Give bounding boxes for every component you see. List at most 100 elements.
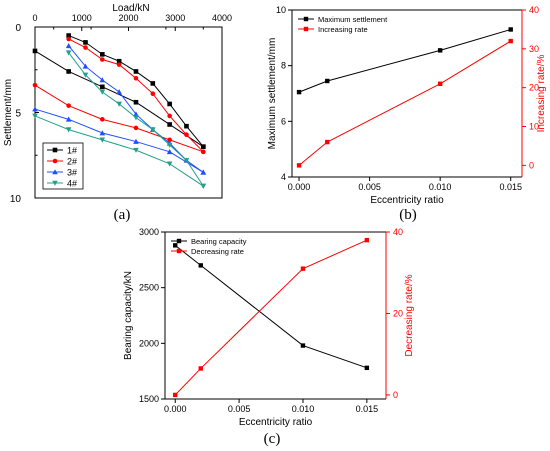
panel-a-x-tick-label: 1000 (72, 13, 92, 23)
panel-a-series-2-point (100, 117, 105, 122)
panel-a-series-5-point (100, 52, 105, 57)
panel-a-series-5-point (133, 69, 139, 74)
panel-a-x-tick-label: 0 (32, 13, 37, 23)
panel-a-series-6-line (68, 38, 204, 153)
panel-c-x-tick-label: 0.010 (292, 404, 315, 414)
panel-a-series-1-point (167, 122, 172, 127)
panel-b-maximum-settlement-point (437, 48, 443, 53)
panel-a-series-6-point (100, 57, 105, 62)
panel-c-decreasing-rate-point (300, 266, 306, 271)
panel-c-x-tick-label: 0.015 (356, 404, 379, 414)
panel-b-maximum-settlement-point (296, 89, 302, 95)
panel-a-series-7-point (116, 89, 122, 95)
panel-b-legend-marker (303, 26, 309, 32)
panel-b-x-tick-label: 0.000 (288, 182, 311, 192)
panel-b-increasing-rate-point (325, 139, 330, 145)
panel-b-increasing-rate-point (296, 163, 302, 168)
panel-a-series-6-point (184, 132, 189, 138)
panel-c-chart: 0.000 0.005 0.010 0.015 1500 2000 2500 3000 0 20 4… (123, 227, 415, 428)
panel-c-y2-tick-label: 20 (393, 308, 403, 318)
panel-a-series-3-point (32, 106, 38, 112)
panel-c-decreasing-rate-point (364, 237, 370, 243)
panel-c-y2-tick-label: 40 (393, 227, 403, 237)
panel-a-series-4-point (32, 113, 38, 119)
panel-c-y-tick-label: 2500 (139, 283, 159, 293)
panel-a-series-7-point (82, 63, 89, 69)
panel-a-x-tick-label: 3000 (165, 13, 185, 23)
panel-a-series-5-point (184, 123, 189, 129)
panel-a-series-6-point (116, 62, 122, 67)
panel-a-series-7-point (99, 77, 106, 83)
panel-a-series-6-point (167, 113, 172, 119)
panel-a-series-2-point (66, 103, 71, 108)
panel-a-legend-label: 1# (67, 146, 77, 156)
panel-a-legend (42, 142, 84, 190)
panel-a-series-3-line (34, 108, 204, 173)
panel-a-y-axis-title: Settlement/mm (3, 79, 14, 146)
panel-b-increasing-rate-point (508, 38, 513, 44)
panel-a-series-1-point (100, 84, 105, 90)
panel-b-y2-tick-label: 40 (529, 5, 539, 15)
panel-a-series-2-point (167, 137, 172, 143)
panel-a-legend-marker (52, 158, 58, 164)
panel-a-series-5-point (167, 101, 172, 107)
panel-a-series-7-point (133, 111, 139, 117)
panel-b-y2-axis-title: Increasing rate/% (536, 54, 547, 132)
panel-a-series-6-point (201, 149, 206, 155)
panel-a-series-8-point (183, 158, 190, 164)
panel-b-y-tick-label: 8 (281, 61, 286, 71)
panel-label-c: (c) (264, 431, 281, 447)
panel-c-bearing-capacity-point (198, 263, 203, 268)
panel-a-series-8-point (200, 183, 207, 189)
panel-c-y2-axis-title: Decreasing rate/% (404, 274, 415, 356)
panel-a-series-1-line (34, 50, 204, 148)
panel-a-series-5-point (201, 144, 206, 149)
panel-c-bearing-capacity-point (300, 343, 306, 348)
panel-a-legend-label: 4# (67, 179, 77, 189)
panel-a-series-4-point (166, 161, 173, 167)
panel-a-series-8-point (99, 89, 106, 95)
panel-b-legend-label: Increasing rate (318, 25, 368, 34)
panel-a-x-tick-label: 4000 (212, 13, 232, 23)
panel-a-legend-label: 3# (67, 168, 77, 178)
panel-label-a: (a) (114, 207, 131, 223)
panel-c-decreasing-rate-point (198, 366, 203, 371)
panel-a-series-7-point (65, 43, 72, 49)
panel-a-x-tick-label: 2000 (118, 13, 138, 23)
panel-a-series-1-point (133, 99, 139, 105)
panel-c-x-tick-label: 0.005 (228, 404, 251, 414)
panel-a-chart: 0 1000 2000 3000 4000 0 5 10 Load/kN Settlement/m… (3, 3, 232, 205)
panel-b-y-axis-title: Maximum settlement/mm (267, 38, 278, 150)
panel-c-bearing-capacity-line (174, 244, 368, 369)
panel-c-y2-tick-label: 0 (393, 390, 398, 400)
panel-a-series-5-point (83, 40, 88, 45)
panel-a-series-3-point (133, 138, 139, 144)
panel-c-decreasing-rate-point (173, 392, 178, 398)
panel-a-series-4-point (65, 127, 72, 133)
panel-a-series-6-point (83, 45, 88, 50)
panel-c-bearing-capacity-point (173, 243, 178, 248)
panel-a-legend-label: 2# (67, 157, 77, 167)
panel-a-x-axis-title: Load/kN (112, 3, 149, 14)
panel-a-series-1-point (32, 48, 38, 54)
panel-b-x-axis-title: Eccentricity ratio (370, 195, 444, 206)
panel-a-series-5-point (66, 33, 71, 38)
panel-a-series-2-point (32, 82, 38, 88)
panel-b-maximum-settlement-line (298, 29, 511, 93)
panel-c-y-tick-label: 1500 (139, 394, 159, 404)
panel-c-decreasing-rate-line (174, 239, 368, 396)
panel-c-legend-marker (176, 238, 182, 244)
panel-a-y-tick-label: 10 (10, 194, 22, 205)
panel-a-series-3-point (166, 149, 173, 155)
panel-c-y-axis-title: Bearing capacity/kN (123, 271, 134, 360)
panel-b-y2-tick-label: 10 (529, 122, 539, 132)
panel-c-legend-label: Bearing capacity (191, 237, 247, 246)
panel-b-x-tick-label: 0.005 (358, 182, 381, 192)
panel-a-series-1-point (66, 69, 71, 74)
panel-a-series-8-point (133, 115, 139, 121)
panel-a-series-4-line (34, 115, 204, 187)
panel-b-chart: 0.000 0.005 0.010 0.015 4 6 8 10 0 10 20 30 40 Eccent… (267, 5, 547, 206)
panel-c-x-axis-title: Eccentricity ratio (239, 417, 313, 428)
panel-b-y-tick-label: 6 (281, 116, 286, 126)
